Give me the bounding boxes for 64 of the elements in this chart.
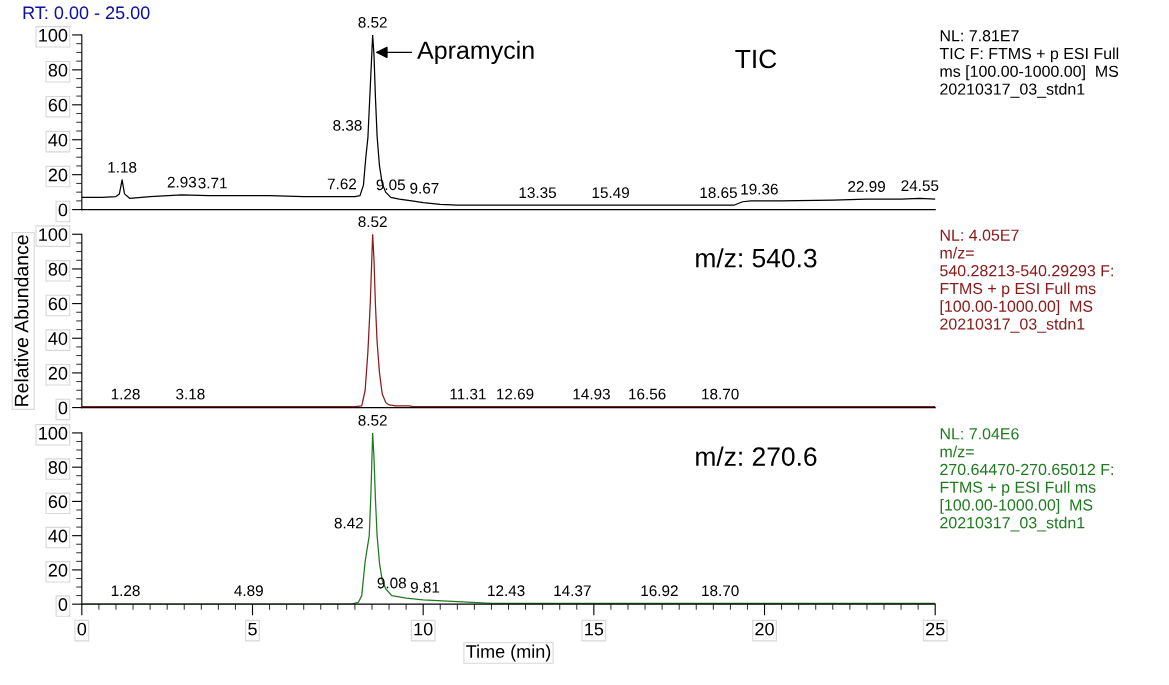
annotation: 3.71	[198, 177, 227, 189]
annotation: 18.70	[702, 585, 739, 597]
y-tick-label: 80	[48, 63, 68, 77]
y-tick-label: 80	[48, 262, 68, 276]
x-axis-title: Time (min)	[466, 644, 551, 662]
y-tick-label: 40	[48, 529, 68, 543]
y-tick-label: 60	[48, 297, 68, 311]
annotation: 9.67	[410, 182, 439, 194]
y-tick-label: 0	[58, 598, 68, 611]
y-tick-label: 40	[48, 332, 68, 345]
annotation: 15.49	[592, 187, 629, 199]
annotation: 18.65	[700, 187, 737, 199]
annotation: 8.42	[334, 517, 363, 529]
annotation: 1.18	[108, 161, 137, 173]
annotation: TIC	[735, 49, 777, 69]
annotation: 3.18	[176, 388, 205, 400]
y-axis-title: Relative Abundance	[14, 235, 29, 406]
text: NL: 4.05E7 m/z= 540.28213-540.29293 F: FTMS + p ESI Full ms [100.00-1000.00] MS 20210317_03_stdn1	[940, 229, 1113, 333]
annotation: 11.31	[450, 388, 486, 400]
annotation: 14.93	[573, 388, 610, 400]
annotation: 2.93	[167, 176, 197, 188]
annotation: 13.35	[519, 187, 557, 199]
text: RT: 0.00 - 25.00	[23, 6, 150, 20]
y-tick-label: 20	[48, 366, 68, 380]
x-tick-label: 15	[585, 622, 604, 636]
y-tick-label: 0	[58, 401, 68, 415]
annotation: 8.52	[358, 216, 387, 228]
annotation: Apramycin	[417, 40, 534, 65]
y-tick-label: 0	[58, 203, 68, 217]
x-tick-label: 5	[248, 622, 257, 636]
annotation: 1.28	[111, 585, 140, 597]
annotation: 4.89	[234, 585, 263, 597]
y-tick-label: 40	[48, 133, 68, 147]
y-tick-label: 100	[39, 426, 68, 440]
annotation: 8.38	[333, 119, 362, 131]
annotation: 19.36	[741, 183, 778, 195]
annotation: 16.92	[641, 585, 678, 597]
text: NL: 7.81E7 TIC F: FTMS + p ESI Full ms [100.00-1000.00] MS 20210317_03_stdn1	[939, 30, 1119, 98]
y-tick-label: 60	[48, 495, 68, 509]
y-tick-label: 60	[48, 98, 68, 112]
x-tick-label: 20	[755, 622, 774, 636]
annotation: 8.52	[358, 414, 387, 426]
y-tick-label: 100	[39, 28, 68, 42]
annotation: 18.70	[702, 388, 739, 400]
annotation: 22.99	[848, 181, 885, 192]
x-tick-label: 0	[77, 622, 87, 636]
annotation: 16.56	[629, 388, 666, 400]
annotation: 12.69	[497, 388, 534, 400]
annotation: m/z: 540.3	[696, 248, 817, 268]
text: NL: 7.04E6 m/z= 270.64470-270.65012 F: FTMS + p ESI Full ms [100.00-1000.00] MS 20210317_03_stdn1	[940, 428, 1113, 532]
annotation: 9.81	[410, 581, 440, 593]
y-tick-label: 20	[48, 563, 68, 577]
x-tick-label: 25	[926, 622, 945, 636]
annotation: 24.55	[901, 180, 939, 192]
annotation: m/z: 270.6	[696, 446, 817, 466]
annotation: 8.52	[358, 16, 387, 28]
annotation: 7.62	[327, 178, 357, 190]
y-tick-label: 100	[39, 228, 68, 241]
y-tick-label: 20	[48, 168, 68, 182]
x-tick-label: 10	[414, 622, 433, 636]
annotation: 1.28	[111, 388, 140, 400]
y-tick-label: 80	[48, 461, 68, 474]
annotation: 12.43	[488, 585, 525, 597]
annotation: 14.37	[554, 585, 591, 597]
